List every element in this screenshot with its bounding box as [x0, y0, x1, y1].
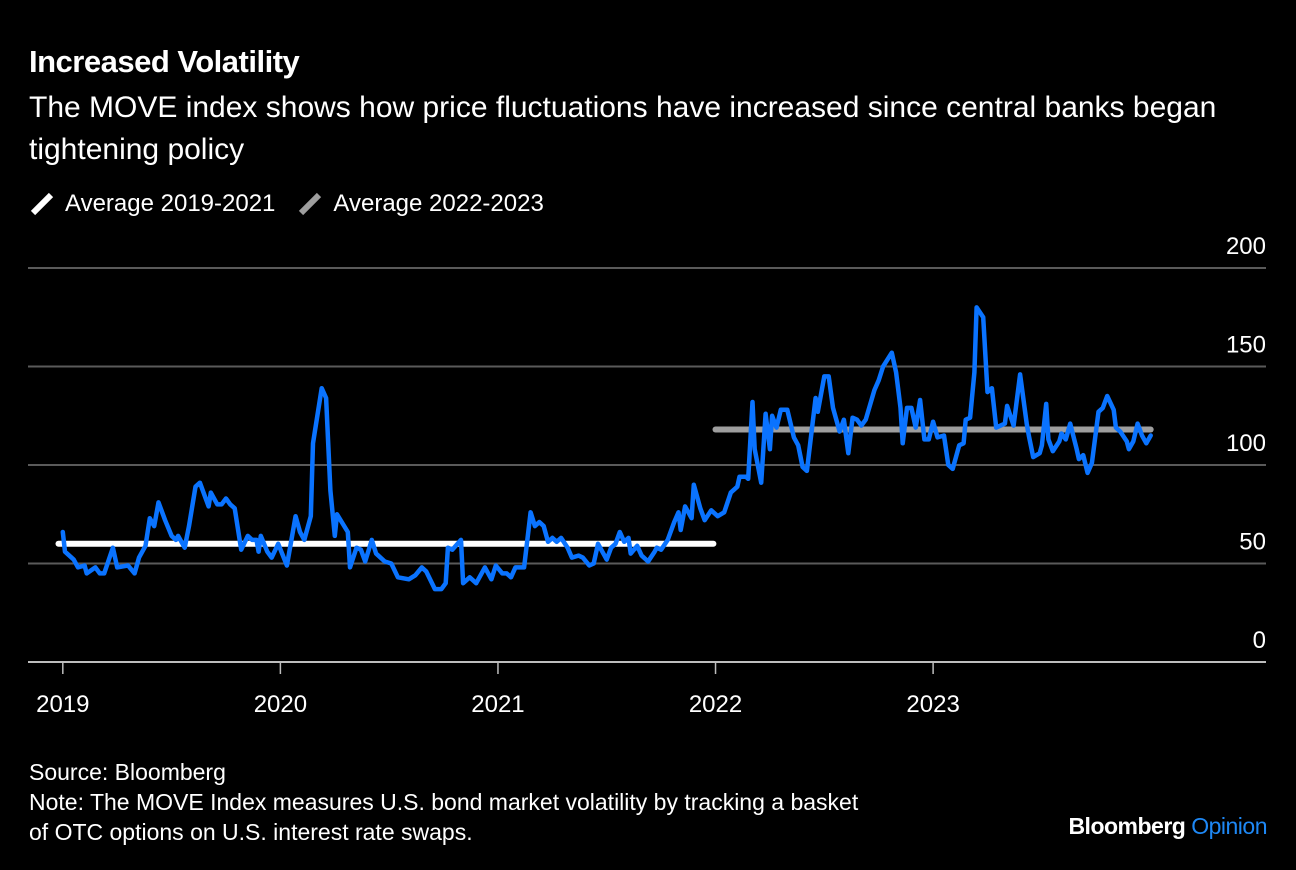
legend-item-avg-2019-2021: Average 2019-2021	[29, 190, 275, 218]
chart-title: Increased Volatility	[29, 44, 300, 79]
y-tick-label: 150	[1226, 332, 1266, 359]
note-line-1: Note: The MOVE Index measures U.S. bond …	[29, 789, 859, 815]
y-axis-labels: 0 50 100 150 200	[1226, 233, 1266, 654]
series-lines	[55, 305, 1154, 592]
gridlines	[28, 267, 1266, 565]
x-tick-label: 2023	[906, 691, 959, 718]
legend-label: Average 2019-2021	[65, 190, 276, 217]
chart-subtitle: The MOVE index shows how price fluctuati…	[29, 91, 1217, 166]
x-tick-label: 2020	[254, 691, 307, 718]
legend: Average 2019-2021 Average 2022-2023	[29, 190, 566, 218]
x-tick-label: 2022	[689, 691, 742, 718]
series-line-move-index	[60, 305, 1153, 592]
x-tick-label: 2021	[471, 691, 524, 718]
chart-plot: 0 50 100 150 200 2019 2020 2021 2022 2023	[28, 233, 1266, 718]
note-line-2: of OTC options on U.S. interest rate swa…	[29, 819, 473, 845]
y-tick-label: 0	[1253, 627, 1266, 654]
legend-item-avg-2022-2023: Average 2022-2023	[297, 190, 544, 218]
legend-swatch-gray-icon	[299, 192, 322, 216]
source-note: Source: Bloomberg	[29, 759, 226, 785]
x-tick-label: 2019	[36, 691, 89, 718]
footer: Source: Bloomberg Note: The MOVE Index m…	[29, 757, 858, 847]
legend-swatch-white-icon	[30, 192, 54, 216]
y-tick-label: 50	[1239, 529, 1266, 556]
x-axis: 2019 2020 2021 2022 2023	[28, 661, 1266, 718]
legend-label: Average 2022-2023	[333, 190, 544, 217]
brand-secondary: Opinion	[1191, 813, 1267, 839]
brand-logo: Bloomberg Opinion	[1068, 813, 1267, 840]
y-tick-label: 200	[1226, 233, 1266, 260]
brand-primary: Bloomberg	[1068, 813, 1186, 839]
y-tick-label: 100	[1226, 430, 1266, 457]
